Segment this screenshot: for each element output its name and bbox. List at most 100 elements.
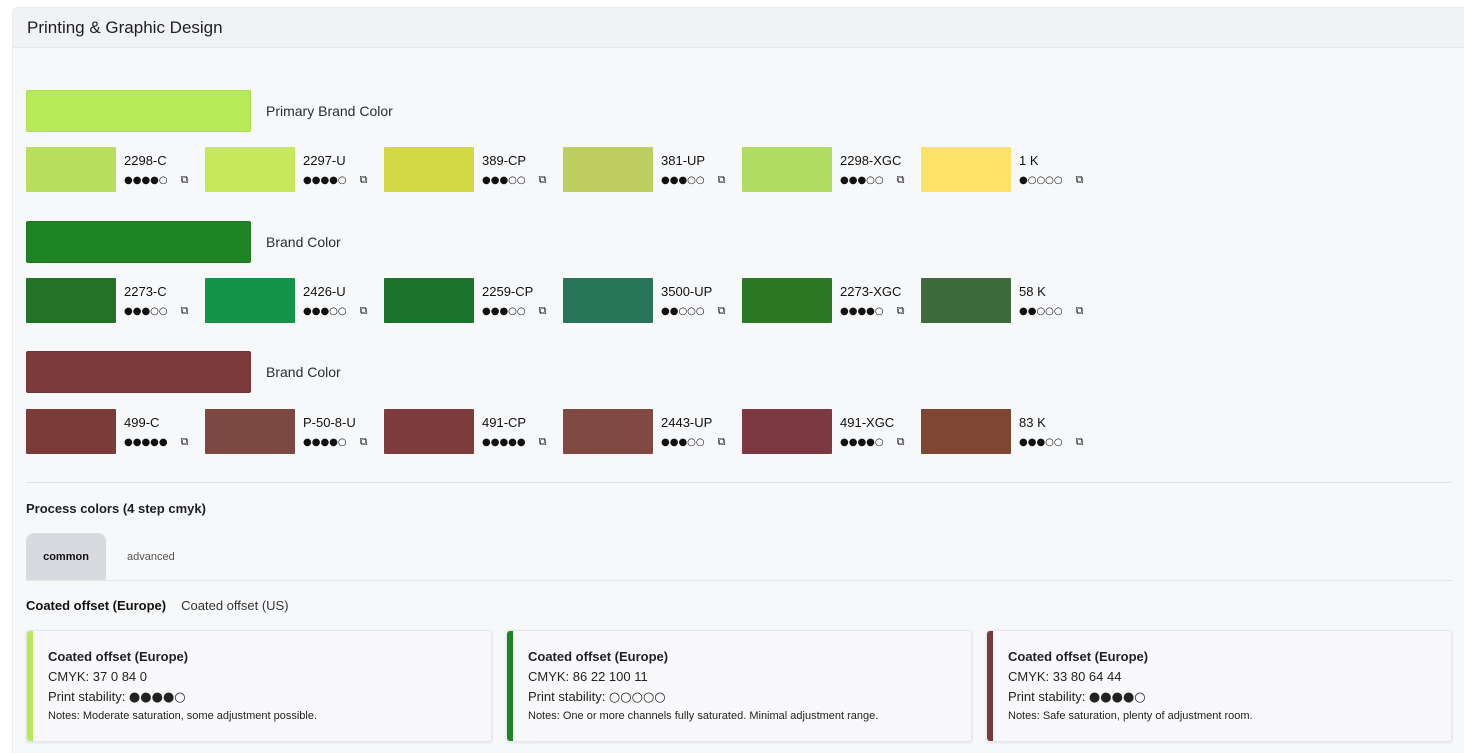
copy-icon[interactable]: ⧉ — [180, 173, 189, 186]
variant-swatch[interactable] — [384, 409, 474, 454]
variant-swatch[interactable] — [205, 147, 295, 192]
variant-info: 1 K ●○○○○ ⧉ — [1019, 147, 1084, 192]
brand-swatch[interactable] — [26, 351, 251, 393]
variant-meta: ●●●○○ ⧉ — [1019, 435, 1084, 449]
color-variant: 491-CP ●●●●● ⧉ — [384, 409, 563, 454]
variant-meta: ●●○○○ ⧉ — [1019, 304, 1084, 318]
variant-swatch[interactable] — [26, 278, 116, 323]
brand-label: Brand Color — [266, 234, 341, 250]
copy-icon[interactable]: ⧉ — [896, 304, 905, 317]
brand-swatch[interactable] — [26, 221, 251, 263]
color-variant: 83 K ●●●○○ ⧉ — [921, 409, 1100, 454]
card-title: Coated offset (Europe) — [1008, 649, 1149, 664]
variant-code: 389-CP — [482, 153, 527, 168]
variant-swatch[interactable] — [921, 278, 1011, 323]
variant-meta: ●●●●○ ⧉ — [840, 304, 905, 318]
variant-swatch[interactable] — [384, 278, 474, 323]
variant-meta: ●●●○○ ⧉ — [303, 304, 368, 318]
copy-icon[interactable]: ⧉ — [717, 173, 726, 186]
color-variant: 2259-CP ●●●○○ ⧉ — [384, 278, 563, 323]
copy-icon[interactable]: ⧉ — [717, 304, 726, 317]
stability-rating: ●●●○○ — [661, 436, 705, 448]
stability-rating: ●●●○○ — [124, 305, 168, 317]
variant-swatch[interactable] — [742, 409, 832, 454]
variant-meta: ●●●○○ ⧉ — [124, 304, 189, 318]
stability-rating: ●●●●● — [124, 436, 168, 448]
copy-icon[interactable]: ⧉ — [717, 435, 726, 448]
variant-info: 2297-U ●●●●○ ⧉ — [303, 147, 368, 192]
color-variant: 389-CP ●●●○○ ⧉ — [384, 147, 563, 192]
subtab-coated-us[interactable]: Coated offset (US) — [181, 598, 289, 613]
copy-icon[interactable]: ⧉ — [1075, 304, 1084, 317]
brand-swatch[interactable] — [26, 90, 251, 132]
card-stability: Print stability: ●●●●○ — [1008, 689, 1253, 705]
stability-rating: ●●●○○ — [303, 305, 347, 317]
variant-code: 499-C — [124, 415, 160, 430]
color-variant: 2426-U ●●●○○ ⧉ — [205, 278, 384, 323]
color-variant: 2273-XGC ●●●●○ ⧉ — [742, 278, 921, 323]
variant-swatch[interactable] — [563, 278, 653, 323]
variant-info: 2426-U ●●●○○ ⧉ — [303, 278, 368, 323]
copy-icon[interactable]: ⧉ — [180, 435, 189, 448]
color-variant: P-50-8-U ●●●●○ ⧉ — [205, 409, 384, 454]
copy-icon[interactable]: ⧉ — [896, 173, 905, 186]
stability-rating: ●●●●● — [482, 436, 526, 448]
variant-meta: ●●○○○ ⧉ — [661, 304, 726, 318]
process-cards: Coated offset (Europe) CMYK: 37 0 84 0 Pri… — [26, 630, 1464, 742]
variant-info: 2443-UP ●●●○○ ⧉ — [661, 409, 726, 454]
stability-rating: ●●●○○ — [1019, 436, 1063, 448]
brand-label: Brand Color — [266, 364, 341, 380]
card-cmyk: CMYK: 33 80 64 44 — [1008, 669, 1122, 684]
variant-code: 2273-C — [124, 284, 167, 299]
variant-swatch[interactable] — [205, 409, 295, 454]
variant-code: 381-UP — [661, 153, 706, 168]
stability-label: Print stability: — [528, 689, 609, 704]
variant-swatch[interactable] — [26, 409, 116, 454]
copy-icon[interactable]: ⧉ — [180, 304, 189, 317]
variant-swatch[interactable] — [563, 409, 653, 454]
variant-swatch[interactable] — [921, 147, 1011, 192]
variant-swatch[interactable] — [742, 147, 832, 192]
variant-swatch[interactable] — [205, 278, 295, 323]
variant-meta: ●●●○○ ⧉ — [840, 173, 905, 187]
variant-meta: ●●●●○ ⧉ — [840, 435, 905, 449]
variant-swatch[interactable] — [563, 147, 653, 192]
copy-icon[interactable]: ⧉ — [1075, 173, 1084, 186]
variant-code: 1 K — [1019, 153, 1039, 168]
copy-icon[interactable]: ⧉ — [538, 435, 547, 448]
stability-rating: ●●○○○ — [661, 305, 705, 317]
color-variant: 58 K ●●○○○ ⧉ — [921, 278, 1100, 323]
stability-rating: ●●●●○ — [124, 174, 168, 186]
color-variant: 3500-UP ●●○○○ ⧉ — [563, 278, 742, 323]
variant-swatch[interactable] — [26, 147, 116, 192]
variant-code: 491-XGC — [840, 415, 895, 430]
process-card: Coated offset (Europe) CMYK: 37 0 84 0 Pri… — [26, 630, 492, 742]
process-tabs: common advanced — [26, 533, 189, 580]
variant-info: 381-UP ●●●○○ ⧉ — [661, 147, 726, 192]
stability-rating: ●●●○○ — [840, 174, 884, 186]
variant-swatch[interactable] — [742, 278, 832, 323]
card-body: Coated offset (Europe) CMYK: 33 80 64 44 P… — [993, 631, 1253, 741]
brand-row-tertiary: Brand Color — [26, 351, 341, 393]
copy-icon[interactable]: ⧉ — [359, 435, 368, 448]
copy-icon[interactable]: ⧉ — [538, 173, 547, 186]
copy-icon[interactable]: ⧉ — [359, 304, 368, 317]
card-title: Coated offset (Europe) — [48, 649, 189, 664]
variant-swatch[interactable] — [921, 409, 1011, 454]
variant-meta: ●●●○○ ⧉ — [661, 435, 726, 449]
copy-icon[interactable]: ⧉ — [896, 435, 905, 448]
copy-icon[interactable]: ⧉ — [359, 173, 368, 186]
variant-info: 2298-XGC ●●●○○ ⧉ — [840, 147, 905, 192]
copy-icon[interactable]: ⧉ — [538, 304, 547, 317]
copy-icon[interactable]: ⧉ — [1075, 435, 1084, 448]
variant-code: P-50-8-U — [303, 415, 356, 430]
tab-advanced[interactable]: advanced — [127, 550, 175, 563]
card-notes: Notes: One or more channels fully satura… — [528, 710, 879, 722]
variant-info: P-50-8-U ●●●●○ ⧉ — [303, 409, 368, 454]
subtab-coated-europe[interactable]: Coated offset (Europe) — [26, 598, 167, 613]
variant-info: 2273-XGC ●●●●○ ⧉ — [840, 278, 905, 323]
variant-swatch[interactable] — [384, 147, 474, 192]
tab-common[interactable]: common — [26, 533, 106, 580]
variant-code: 2297-U — [303, 153, 346, 168]
variant-code: 491-CP — [482, 415, 527, 430]
